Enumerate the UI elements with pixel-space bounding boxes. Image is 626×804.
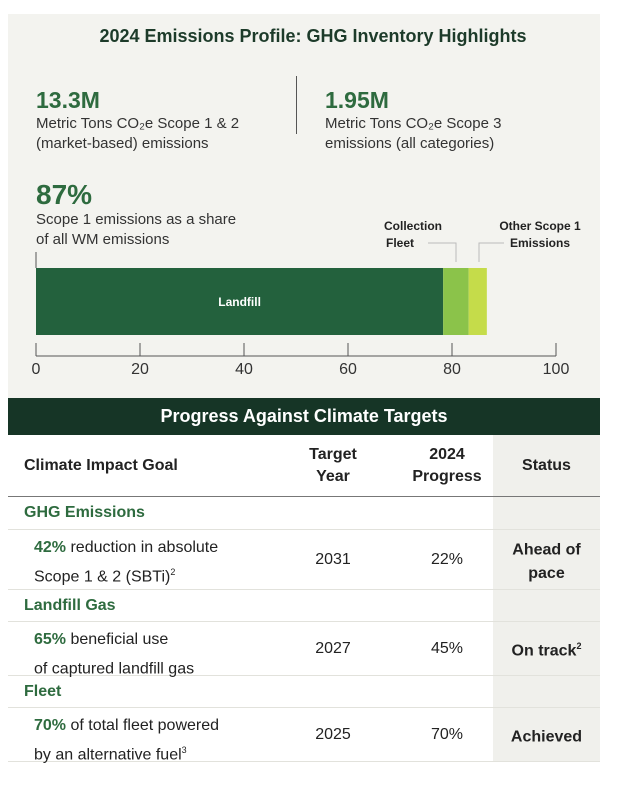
target-year: 2025: [315, 725, 351, 743]
leader-line: [478, 242, 504, 262]
x-tick-label: 100: [543, 361, 570, 378]
stat-value: 87%: [36, 179, 93, 210]
stat-scope12: 13.3M Metric Tons CO₂e Scope 1 & 2 (mark…: [36, 86, 239, 154]
label-other: Other Scope 1: [499, 219, 581, 233]
label-collection: Collection: [384, 219, 442, 233]
progress-value: 45%: [430, 639, 464, 657]
table-header: Climate Impact Goal Target Year 2024 Progr…: [8, 435, 600, 497]
status-badge: Ahead of pace: [512, 541, 581, 583]
stat-label: (market-based) emissions: [36, 135, 209, 152]
x-tick-label: 80: [443, 361, 461, 378]
goal-text: 42% reduction in absolute Scope 1 & 2 (SB…: [34, 539, 219, 586]
leader-line: [428, 242, 457, 262]
table-title: Progress Against Climate Targets: [8, 398, 600, 435]
page-title: 2024 Emissions Profile: GHG Inventory Hi…: [99, 26, 527, 46]
stat-label: emissions (all categories): [325, 135, 495, 152]
x-tick-label: 20: [131, 361, 149, 378]
label-other: Emissions: [510, 236, 570, 250]
bar-segment-other-scope-1-emissions: [468, 268, 487, 335]
category-row: Landfill Gas: [8, 590, 600, 622]
label-collection: Fleet: [386, 236, 414, 250]
table-row: 65% beneficial use of captured landfill g…: [8, 622, 600, 678]
stat-value: 1.95M: [325, 87, 389, 113]
header-status: Status: [522, 456, 571, 474]
status-badge: On track2: [511, 640, 582, 660]
stat-label: Metric Tons CO₂e Scope 3: [325, 115, 502, 132]
stacked-bar-chart: Landfill Collection Fleet Other Scope 1 …: [32, 219, 581, 378]
divider: [296, 76, 297, 134]
bar-label: Landfill: [218, 295, 261, 309]
status-badge: Achieved: [510, 728, 583, 746]
x-tick-label: 60: [339, 361, 357, 378]
header-goal: Climate Impact Goal: [24, 456, 178, 474]
stat-label: Scope 1 emissions as a share: [36, 211, 237, 228]
x-tick-label: 40: [235, 361, 253, 378]
table-row: 70% of total fleet powered by an alternat…: [8, 708, 600, 764]
header-progress: 2024 Progress: [412, 445, 482, 485]
stat-value: 13.3M: [36, 87, 100, 113]
stat-scope3: 1.95M Metric Tons CO₂e Scope 3 emissions…: [325, 86, 501, 154]
header-target: Target Year: [309, 445, 357, 485]
category-label: Landfill Gas: [24, 596, 116, 614]
category-label: GHG Emissions: [24, 504, 145, 521]
category-label: Fleet: [24, 682, 62, 700]
progress-value: 70%: [430, 725, 464, 743]
goal-text: 70% of total fleet powered by an alternat…: [34, 717, 220, 764]
category-row: Fleet: [8, 676, 600, 708]
stat-label: of all WM emissions: [36, 231, 170, 248]
target-year: 2027: [315, 639, 351, 657]
table-row: 42% reduction in absolute Scope 1 & 2 (SB…: [8, 530, 600, 590]
goal-text: 65% beneficial use of captured landfill g…: [34, 631, 195, 678]
category-row: GHG Emissions: [8, 497, 600, 530]
stat-scope1-share: 87% Scope 1 emissions as a share of all …: [36, 180, 236, 250]
stat-label: Metric Tons CO₂e Scope 1 & 2: [36, 115, 240, 132]
x-tick-label: 0: [32, 361, 41, 378]
target-year: 2031: [315, 550, 351, 568]
bar-segment-landfill: [36, 268, 444, 335]
bar-segment-collection-fleet: [443, 268, 469, 335]
progress-value: 22%: [430, 550, 464, 568]
